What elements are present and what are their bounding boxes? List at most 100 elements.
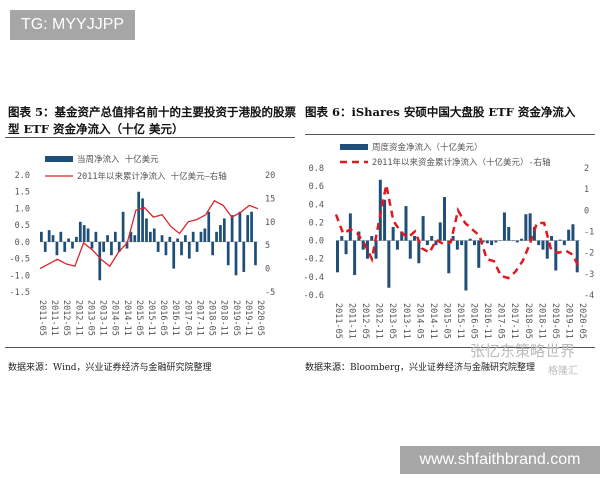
x-tick-label: 2014-11	[428, 303, 438, 339]
flow-bar	[541, 240, 545, 250]
x-tick-label: 2011-05	[333, 303, 343, 339]
flow-bar	[468, 238, 472, 241]
flow-bar	[490, 240, 494, 246]
flow-bar	[502, 212, 506, 241]
flow-bar	[511, 240, 515, 242]
flow-bar	[207, 211, 211, 242]
flow-bar	[242, 241, 246, 272]
x-tick-label: 2014-11	[122, 300, 132, 336]
flow-bar	[43, 241, 47, 252]
y-left-tick-label: -0.5	[10, 255, 30, 265]
flow-bar	[110, 241, 113, 256]
flow-bar	[234, 241, 238, 276]
flow-bar	[344, 240, 348, 255]
flow-bar	[365, 240, 369, 259]
legend-line-label: 2011年以来资金累计净流入（十亿美元）-右轴	[372, 157, 551, 168]
flow-bar	[164, 241, 168, 256]
x-tick-label: 2016-11	[482, 303, 492, 339]
x-tick-label: 2012-05	[61, 300, 71, 336]
flow-bar	[528, 213, 532, 241]
right-chart: 0.8 0.6 0.4 0.2 0.0 -0.2 -0.4 -0.6 2 1 0 -1 -2 -3 -4 20…	[304, 142, 595, 339]
flow-bar	[340, 236, 344, 241]
flow-bar	[430, 236, 434, 241]
flow-bar	[395, 240, 399, 250]
flow-bar	[575, 240, 579, 273]
x-tick-label: 2012-11	[374, 303, 384, 339]
flow-bar	[421, 216, 425, 241]
flow-bar	[102, 241, 106, 252]
flow-bar	[443, 197, 447, 241]
wechat-watermark: 张忆东策略世界	[470, 342, 576, 360]
flow-bar	[532, 226, 536, 241]
flow-bar	[434, 240, 438, 246]
flow-bar	[374, 240, 378, 259]
flow-bar	[254, 241, 257, 266]
y-right-tick-label: 15	[265, 194, 275, 204]
x-tick-label: 2013-05	[387, 303, 397, 339]
y-left-tick-label: -1.0	[10, 271, 30, 281]
x-tick-label: 2018-05	[523, 303, 533, 339]
legend-line-label: 2011年以来累计净流入 十亿美元—右轴	[77, 171, 227, 182]
flow-bar	[195, 241, 199, 252]
x-tick-label: 2012-11	[73, 300, 83, 336]
x-tick-label: 2011-11	[49, 300, 59, 336]
flow-bar	[230, 215, 234, 242]
flow-bar	[222, 218, 226, 242]
y-left-tick-label: -0.4	[304, 273, 324, 283]
y-right-tick-label: 5	[265, 241, 270, 251]
flow-bar	[168, 236, 172, 242]
flow-bar	[141, 198, 144, 242]
flow-bar	[78, 221, 82, 242]
flow-bar	[129, 231, 133, 242]
flow-bar	[40, 231, 43, 242]
flow-bar	[133, 235, 137, 242]
y-left-tick-label: 0.5	[15, 221, 30, 231]
flow-bar	[520, 238, 524, 241]
flow-bar	[172, 241, 176, 269]
flow-bar	[86, 228, 90, 242]
y-left-tick-label: 1.0	[15, 204, 30, 214]
flow-bar	[413, 236, 417, 241]
flow-bar	[63, 241, 67, 252]
flow-bar	[378, 179, 382, 241]
flow-bar	[219, 225, 222, 242]
y-right-tick-label: 2	[584, 164, 589, 174]
flow-bar	[203, 228, 207, 242]
x-tick-label: 2012-05	[360, 303, 370, 339]
flow-bar	[226, 241, 230, 266]
right-figure-title: 图表 6：iShares 安硕中国大盘股 ETF 资金净流入	[305, 105, 576, 119]
left-source: 数据来源：Wind，兴业证券经济与金融研究院整理	[8, 363, 212, 373]
flow-bar	[391, 226, 395, 241]
flow-bar	[438, 222, 442, 241]
y-left-tick-label: 0.0	[15, 238, 30, 248]
y-left-tick-label: 0.6	[309, 182, 324, 192]
logo-watermark: 格隆汇	[548, 366, 578, 377]
flow-bar	[47, 230, 51, 242]
flow-bar	[59, 231, 63, 242]
flow-bar	[425, 240, 429, 246]
site-watermark: www.shfaithbrand.com	[400, 446, 600, 474]
legend-bar-swatch	[340, 144, 368, 150]
flow-bar	[75, 236, 78, 242]
x-tick-label: 2013-11	[98, 300, 108, 336]
y-right-tick-label: -4	[584, 291, 594, 301]
x-tick-label: 2015-11	[146, 300, 156, 336]
flow-bar	[55, 241, 59, 256]
y-right-tick-label: 1	[584, 185, 589, 195]
y-left-tick-label: 2.0	[15, 171, 30, 181]
x-tick-label: 2020-05	[255, 300, 265, 336]
flow-bar	[498, 240, 502, 242]
flow-bar	[215, 231, 218, 242]
flow-bar	[125, 241, 129, 249]
legend-bar-label: 周度资金净流入（十亿美元）	[372, 142, 483, 153]
flow-bar	[550, 236, 554, 241]
flow-bar	[94, 231, 98, 242]
y-left-tick-label: 1.5	[15, 188, 30, 198]
right-source: 数据来源：Bloomberg，兴业证券经济与金融研究院整理	[305, 363, 536, 373]
left-chart: 2.0 1.5 1.0 0.5 0.0 -0.5 -1.0 -1.5 20 15 10 5 0 -5 201…	[10, 154, 276, 336]
right-title-rule	[305, 134, 595, 135]
y-left-tick-label: 0.8	[309, 164, 324, 174]
legend-bar-swatch	[45, 156, 73, 162]
flow-bar	[472, 240, 476, 246]
flow-bar	[98, 241, 102, 281]
